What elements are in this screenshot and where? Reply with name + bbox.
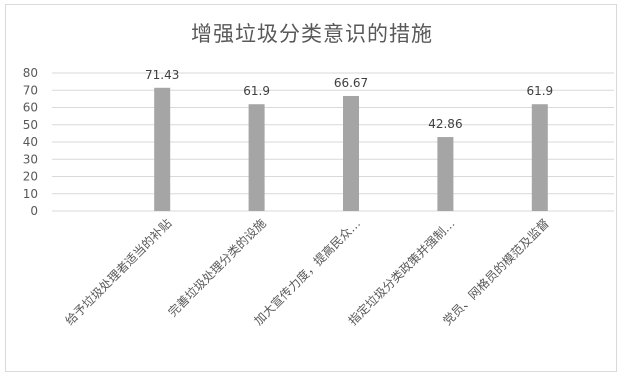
data-label: 61.9 [526,84,553,98]
data-label: 42.86 [428,117,462,131]
y-tick-label: 40 [23,135,38,149]
data-label: 71.43 [145,68,179,82]
y-tick-label: 70 [23,83,38,97]
bar [248,104,265,211]
category-label: 加大宣传力度，提高民众… [251,216,363,328]
y-tick-label: 10 [23,187,38,201]
category-label: 党员、网格员的模范及监督 [439,216,551,328]
y-tick-label: 60 [23,101,38,115]
category-label: 给予垃圾处理者适当的补贴 [62,216,174,328]
bar [343,95,359,211]
bar [437,137,454,211]
category-label: 完善垃圾处理分类的设施 [165,216,269,320]
bar [531,104,548,211]
bar [154,87,171,211]
data-label: 66.67 [334,76,368,90]
chart-frame [5,4,617,372]
y-tick-label: 20 [23,170,38,184]
chart-title: 增强垃圾分类意识的措施 [191,22,433,46]
data-label: 61.9 [243,84,270,98]
y-tick-label: 30 [23,152,38,166]
y-tick-label: 80 [23,66,38,80]
y-tick-label: 0 [30,204,38,218]
category-label: 指定垃圾分类政策并强制… [345,216,457,328]
y-tick-label: 50 [23,118,38,132]
